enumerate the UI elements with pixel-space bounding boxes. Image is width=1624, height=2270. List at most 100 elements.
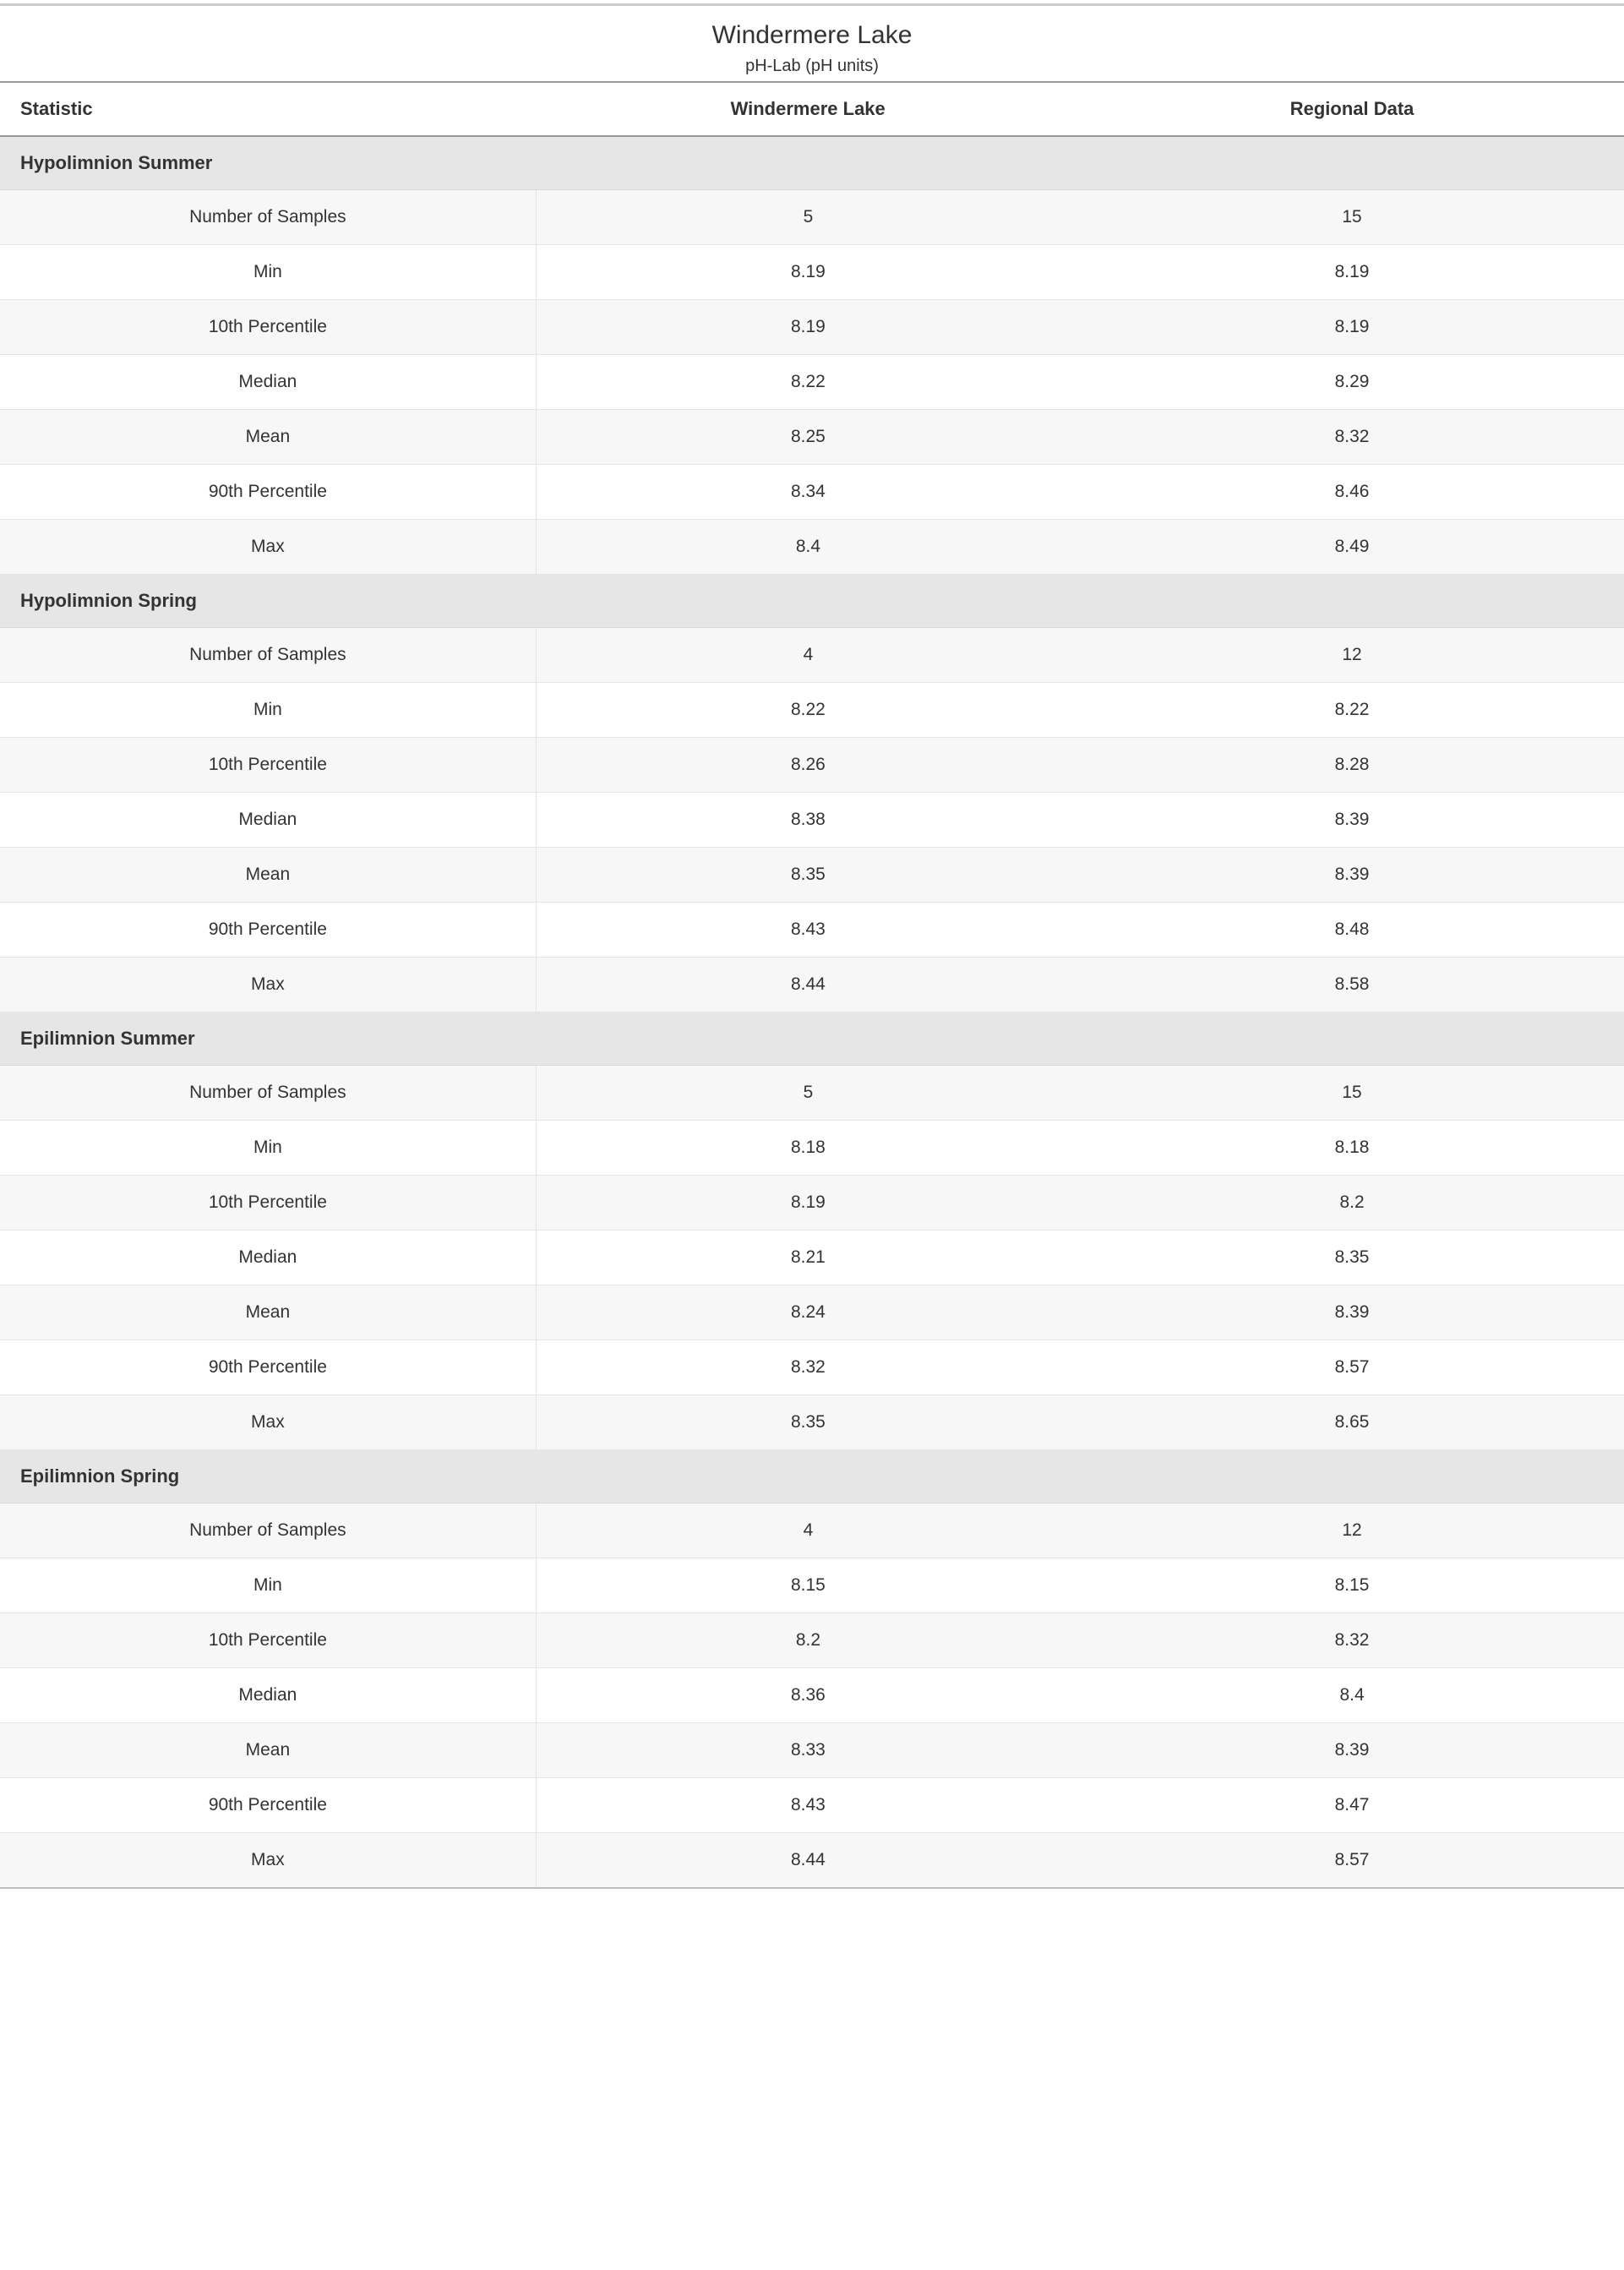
stat-label: 90th Percentile [0, 1778, 536, 1833]
stat-label: 90th Percentile [0, 465, 536, 520]
local-value: 8.4 [536, 520, 1080, 575]
regional-value: 8.4 [1080, 1668, 1624, 1723]
stat-label: 10th Percentile [0, 1613, 536, 1668]
regional-value: 8.19 [1080, 245, 1624, 300]
local-value: 8.19 [536, 1176, 1080, 1230]
regional-value: 8.2 [1080, 1176, 1624, 1230]
local-value: 8.36 [536, 1668, 1080, 1723]
local-value: 8.25 [536, 410, 1080, 465]
local-value: 5 [536, 1066, 1080, 1121]
table-row: 90th Percentile8.348.46 [0, 465, 1624, 520]
local-value: 8.44 [536, 1833, 1080, 1889]
table-row: Max8.358.65 [0, 1395, 1624, 1450]
stat-label: Max [0, 520, 536, 575]
table-header-row: Statistic Windermere Lake Regional Data [0, 82, 1624, 136]
local-value: 8.15 [536, 1558, 1080, 1613]
section-header-label: Hypolimnion Spring [0, 575, 1624, 628]
stat-label: Median [0, 355, 536, 410]
table-row: Min8.198.19 [0, 245, 1624, 300]
table-row: 90th Percentile8.328.57 [0, 1340, 1624, 1395]
stat-label: Mean [0, 848, 536, 903]
col-header-local: Windermere Lake [536, 82, 1080, 136]
stat-label: Mean [0, 1285, 536, 1340]
stat-label: Number of Samples [0, 628, 536, 683]
regional-value: 8.58 [1080, 958, 1624, 1012]
regional-value: 8.18 [1080, 1121, 1624, 1176]
local-value: 8.35 [536, 1395, 1080, 1450]
regional-value: 8.32 [1080, 410, 1624, 465]
stat-label: 90th Percentile [0, 903, 536, 958]
local-value: 5 [536, 190, 1080, 245]
table-row: Max8.448.58 [0, 958, 1624, 1012]
local-value: 8.43 [536, 903, 1080, 958]
local-value: 8.33 [536, 1723, 1080, 1778]
local-value: 8.38 [536, 793, 1080, 848]
section-header-label: Hypolimnion Summer [0, 136, 1624, 190]
page-title: Windermere Lake [0, 21, 1624, 50]
stat-label: Median [0, 1230, 536, 1285]
regional-value: 8.57 [1080, 1833, 1624, 1889]
section-header-label: Epilimnion Summer [0, 1012, 1624, 1066]
col-header-regional: Regional Data [1080, 82, 1624, 136]
regional-value: 8.19 [1080, 300, 1624, 355]
table-row: Min8.158.15 [0, 1558, 1624, 1613]
table-row: 90th Percentile8.438.48 [0, 903, 1624, 958]
local-value: 8.19 [536, 245, 1080, 300]
table-row: 10th Percentile8.198.19 [0, 300, 1624, 355]
page-subtitle: pH-Lab (pH units) [0, 57, 1624, 76]
section-header: Epilimnion Spring [0, 1450, 1624, 1503]
table-row: Number of Samples412 [0, 1503, 1624, 1558]
stat-label: Min [0, 1558, 536, 1613]
local-value: 8.2 [536, 1613, 1080, 1668]
table-row: 10th Percentile8.198.2 [0, 1176, 1624, 1230]
regional-value: 15 [1080, 1066, 1624, 1121]
local-value: 4 [536, 1503, 1080, 1558]
local-value: 8.21 [536, 1230, 1080, 1285]
stat-label: 10th Percentile [0, 738, 536, 793]
table-row: 10th Percentile8.268.28 [0, 738, 1624, 793]
regional-value: 12 [1080, 1503, 1624, 1558]
section-header: Hypolimnion Summer [0, 136, 1624, 190]
local-value: 8.22 [536, 683, 1080, 738]
table-row: Mean8.258.32 [0, 410, 1624, 465]
stat-label: Max [0, 1833, 536, 1889]
stat-label: Max [0, 1395, 536, 1450]
local-value: 8.19 [536, 300, 1080, 355]
table-row: Number of Samples515 [0, 1066, 1624, 1121]
regional-value: 8.32 [1080, 1613, 1624, 1668]
table-row: Mean8.338.39 [0, 1723, 1624, 1778]
regional-value: 8.15 [1080, 1558, 1624, 1613]
regional-value: 8.39 [1080, 1285, 1624, 1340]
local-value: 8.26 [536, 738, 1080, 793]
table-row: Max8.48.49 [0, 520, 1624, 575]
table-row: Median8.388.39 [0, 793, 1624, 848]
table-row: Median8.368.4 [0, 1668, 1624, 1723]
local-value: 8.35 [536, 848, 1080, 903]
table-row: Median8.218.35 [0, 1230, 1624, 1285]
regional-value: 8.65 [1080, 1395, 1624, 1450]
stat-label: Mean [0, 1723, 536, 1778]
local-value: 8.34 [536, 465, 1080, 520]
table-row: Min8.188.18 [0, 1121, 1624, 1176]
regional-value: 8.47 [1080, 1778, 1624, 1833]
stat-label: 10th Percentile [0, 1176, 536, 1230]
title-section: Windermere Lake pH-Lab (pH units) [0, 6, 1624, 81]
local-value: 4 [536, 628, 1080, 683]
regional-value: 8.39 [1080, 1723, 1624, 1778]
data-table-container: Windermere Lake pH-Lab (pH units) Statis… [0, 3, 1624, 1889]
regional-value: 8.35 [1080, 1230, 1624, 1285]
regional-value: 8.29 [1080, 355, 1624, 410]
local-value: 8.18 [536, 1121, 1080, 1176]
table-row: Mean8.358.39 [0, 848, 1624, 903]
stat-label: Max [0, 958, 536, 1012]
stat-label: Min [0, 683, 536, 738]
stat-label: 10th Percentile [0, 300, 536, 355]
regional-value: 12 [1080, 628, 1624, 683]
stat-label: Min [0, 245, 536, 300]
table-row: Number of Samples412 [0, 628, 1624, 683]
table-row: Median8.228.29 [0, 355, 1624, 410]
regional-value: 8.57 [1080, 1340, 1624, 1395]
section-header-label: Epilimnion Spring [0, 1450, 1624, 1503]
regional-value: 8.39 [1080, 793, 1624, 848]
stat-label: Mean [0, 410, 536, 465]
